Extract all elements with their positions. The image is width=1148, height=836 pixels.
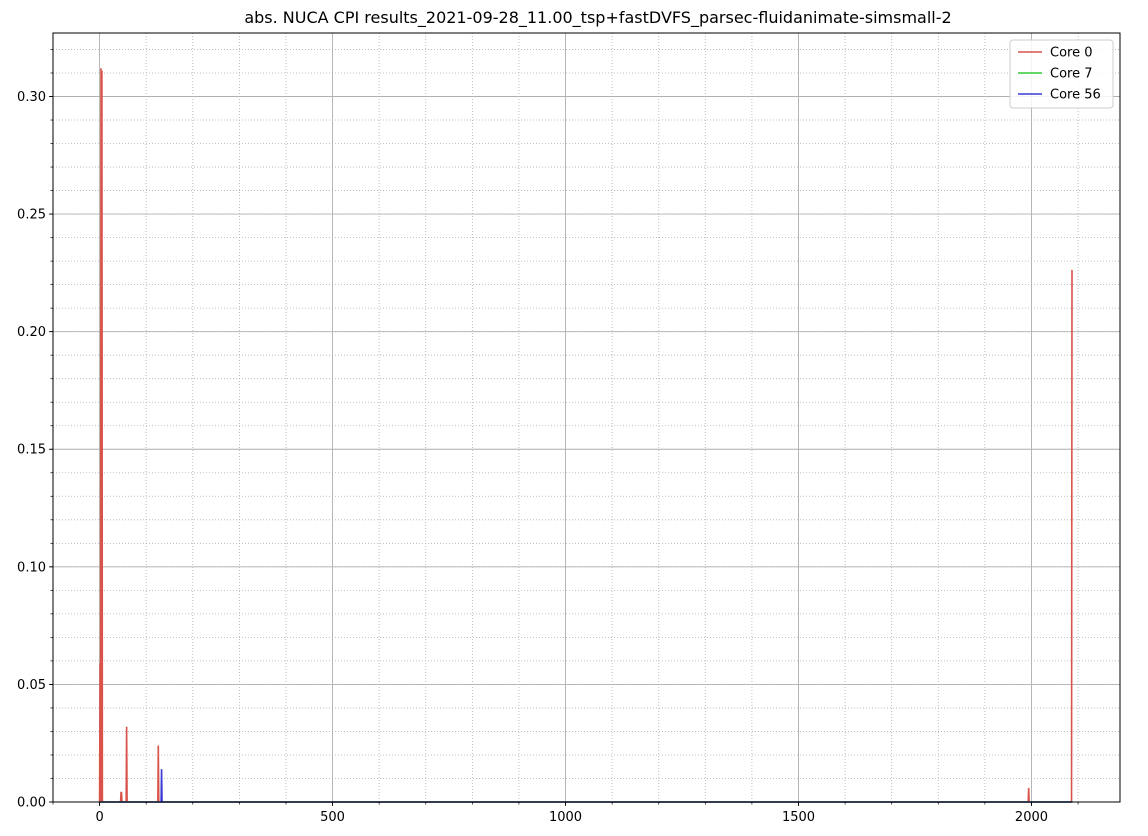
x-tick-label: 1000 [549,810,582,825]
y-tick-label: 0.05 [17,678,46,693]
major-grid [53,33,1120,803]
y-tick-label: 0.25 [17,208,46,223]
y-tick-label: 0.20 [17,325,46,340]
series-line-core-0 [98,68,1073,803]
legend-label: Core 0 [1050,46,1093,61]
legend: Core 0 Core 7 Core 56 [1009,39,1114,109]
x-tick-label: 0 [95,810,103,825]
plot-frame [52,32,1121,803]
series-line-core-56 [99,769,1073,803]
y-tick-label: 0.30 [17,90,46,105]
y-tick-label: 0.15 [17,443,46,458]
legend-box [1009,39,1114,109]
y-tick-label: 0.10 [17,560,46,575]
series-layer [98,68,1073,803]
chart-title: abs. NUCA CPI results_2021-09-28_11.00_t… [244,8,951,28]
x-tick-label: 1500 [782,810,815,825]
ticks-layer: 0 500 1000 1500 2000 0.00 0.05 0.10 0.15 0.20 0.25… [17,49,1079,825]
legend-label: Core 56 [1050,88,1101,103]
x-tick-label: 2000 [1015,810,1048,825]
legend-label: Core 7 [1050,67,1093,82]
minor-grid [52,33,1120,803]
y-tick-label: 0.00 [17,796,46,811]
x-tick-label: 500 [320,810,345,825]
